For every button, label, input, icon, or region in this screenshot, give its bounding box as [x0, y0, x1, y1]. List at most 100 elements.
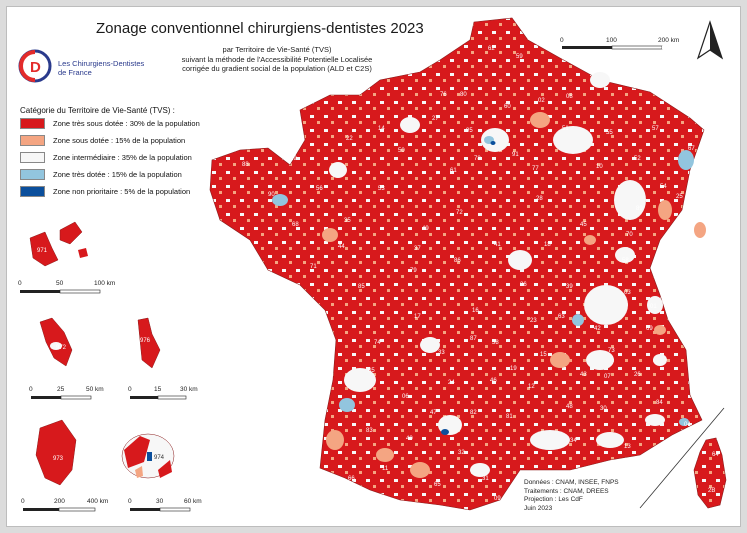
- dept-code-42: 42: [594, 326, 601, 332]
- logo: Les Chirurgiens-Dentistes de France: [52, 59, 144, 77]
- legend-label: Zone intermédiaire : 35% de la populatio…: [53, 153, 192, 162]
- legend-label: Zone très dotée : 15% de la population: [53, 170, 182, 179]
- department-labels: 62 59 80 02 08 76 60 51 55 57 67 14 27 95 78 91 77 10 52 54…: [242, 46, 719, 502]
- dept-code-17: 17: [414, 314, 421, 320]
- dept-code-06: 06: [402, 394, 409, 400]
- north-arrow-icon: [696, 20, 724, 60]
- dept-code-73: 73: [608, 348, 615, 354]
- logo-line2: de France: [58, 68, 92, 77]
- dept-code-62: 62: [488, 46, 495, 52]
- subtitle-line: corrigée du gradient social de la popula…: [182, 64, 372, 73]
- legend-title: Catégorie du Territoire de Vie-Santé (TV…: [20, 106, 175, 115]
- dept-code-49: 49: [422, 226, 429, 232]
- legend-label: Zone très sous dotée : 30% de la populat…: [53, 119, 200, 128]
- legend-swatch: [20, 169, 45, 180]
- dept-code-22: 22: [346, 136, 353, 142]
- dept-code-41: 41: [494, 242, 501, 248]
- dept-code-43: 43: [580, 372, 587, 378]
- scale-yt-1: 15: [154, 386, 162, 393]
- dept-code-01: 01: [650, 304, 657, 310]
- mayotte: [137, 317, 161, 369]
- code-971: 971: [37, 248, 48, 254]
- legend-swatch: [20, 186, 45, 197]
- dept-code-64: 64: [712, 452, 719, 458]
- credits: Données : CNAM, INSEE, FNPS Traitements …: [524, 479, 619, 513]
- legend-item-sous-dotee: Zone sous dotée : 15% de la population: [20, 135, 185, 146]
- dept-code-2B: 2B: [708, 488, 715, 494]
- dept-code-48: 48: [566, 404, 573, 410]
- scale-yt-2: 30 km: [180, 386, 198, 393]
- subtitle-line: suivant la méthode de l'Accessibilité Po…: [181, 54, 373, 64]
- legend-swatch: [20, 135, 45, 146]
- scale-mq-0: 0: [29, 386, 33, 393]
- dept-code-77: 77: [532, 166, 539, 172]
- dept-code-84: 84: [656, 400, 663, 406]
- dept-code-52: 52: [634, 156, 641, 162]
- dept-code-29: 29: [290, 156, 297, 162]
- dept-code-69: 69: [646, 326, 653, 332]
- guadeloupe-islet: [78, 248, 88, 258]
- dept-code-57: 57: [652, 126, 659, 132]
- legend-label: Zone non prioritaire : 5% de la populati…: [53, 187, 191, 196]
- scale-re-0: 0: [128, 498, 132, 505]
- dept-code-19: 19: [510, 366, 517, 372]
- dept-code-04: 04: [684, 422, 691, 428]
- zone-patches: [272, 72, 706, 478]
- dept-code-08: 08: [566, 94, 573, 100]
- subtitle-line: par Territoire de Vie-Santé (TVS): [222, 45, 332, 54]
- dept-code-44: 44: [338, 244, 345, 250]
- dept-code-35: 35: [344, 218, 351, 224]
- map-subtitle: par Territoire de Vie-Santé (TVS) suivan…: [172, 45, 382, 74]
- dept-code-61: 61: [450, 168, 457, 174]
- dept-code-05: 05: [368, 368, 375, 374]
- map-title: Zonage conventionnel chirurgiens-dentist…: [96, 20, 424, 37]
- dept-code-83: 83: [366, 428, 373, 434]
- dept-code-24: 24: [448, 380, 455, 386]
- dept-code-07: 07: [604, 374, 611, 380]
- dept-code-85: 85: [358, 284, 365, 290]
- dept-code-02: 02: [538, 98, 545, 104]
- overseas-labels: 971 972 976 973 974: [37, 248, 165, 462]
- dept-code-25: 25: [676, 194, 683, 200]
- legend-label: Zone sous dotée : 15% de la population: [53, 136, 186, 145]
- dept-code-59: 59: [516, 54, 523, 60]
- legend-swatch: [20, 118, 45, 129]
- dept-code-10: 10: [596, 164, 603, 170]
- dept-code-23: 23: [530, 318, 537, 324]
- credit-line: Juin 2023: [524, 504, 553, 512]
- code-973: 973: [53, 456, 64, 462]
- dept-code-53: 53: [378, 186, 385, 192]
- dept-code-03: 03: [624, 290, 631, 296]
- mainland-france: [209, 17, 705, 511]
- legend-item-non-prioritaire: Zone non prioritaire : 5% de la populati…: [20, 186, 190, 197]
- dept-code-67: 67: [688, 146, 695, 152]
- dept-code-18: 18: [544, 242, 551, 248]
- dept-code-91: 91: [512, 152, 519, 158]
- scale-gp-0: 0: [18, 280, 22, 287]
- dept-code-09: 09: [494, 496, 501, 502]
- scale-re-1: 30: [156, 498, 164, 505]
- dept-code-30: 30: [600, 406, 607, 412]
- dept-code-31: 31: [482, 476, 489, 482]
- dept-code-63: 63: [558, 314, 565, 320]
- dept-code-87: 87: [470, 336, 477, 342]
- scale-bars: [20, 45, 682, 512]
- dept-code-26: 26: [634, 372, 641, 378]
- dept-code-68: 68: [292, 222, 299, 228]
- dept-code-76: 76: [440, 92, 447, 98]
- cdf-logo-icon: D: [18, 49, 52, 83]
- scale-gf-2: 400 km: [87, 498, 109, 505]
- guadeloupe: [29, 221, 83, 267]
- corsica: [693, 437, 727, 509]
- dept-code-13: 13: [624, 444, 631, 450]
- scale-gp-1: 50: [56, 280, 64, 287]
- dept-code-65: 65: [434, 482, 441, 488]
- scale-re-2: 60 km: [184, 498, 202, 505]
- dept-code-15: 15: [540, 352, 547, 358]
- dept-code-46: 46: [490, 378, 497, 384]
- dept-code-32: 32: [458, 450, 465, 456]
- dept-code-88: 88: [242, 162, 249, 168]
- scale-mq-1: 25: [57, 386, 65, 393]
- legend-item-tres-sous-dotee: Zone très sous dotée : 30% de la populat…: [20, 118, 200, 129]
- scale-gf-0: 0: [21, 498, 25, 505]
